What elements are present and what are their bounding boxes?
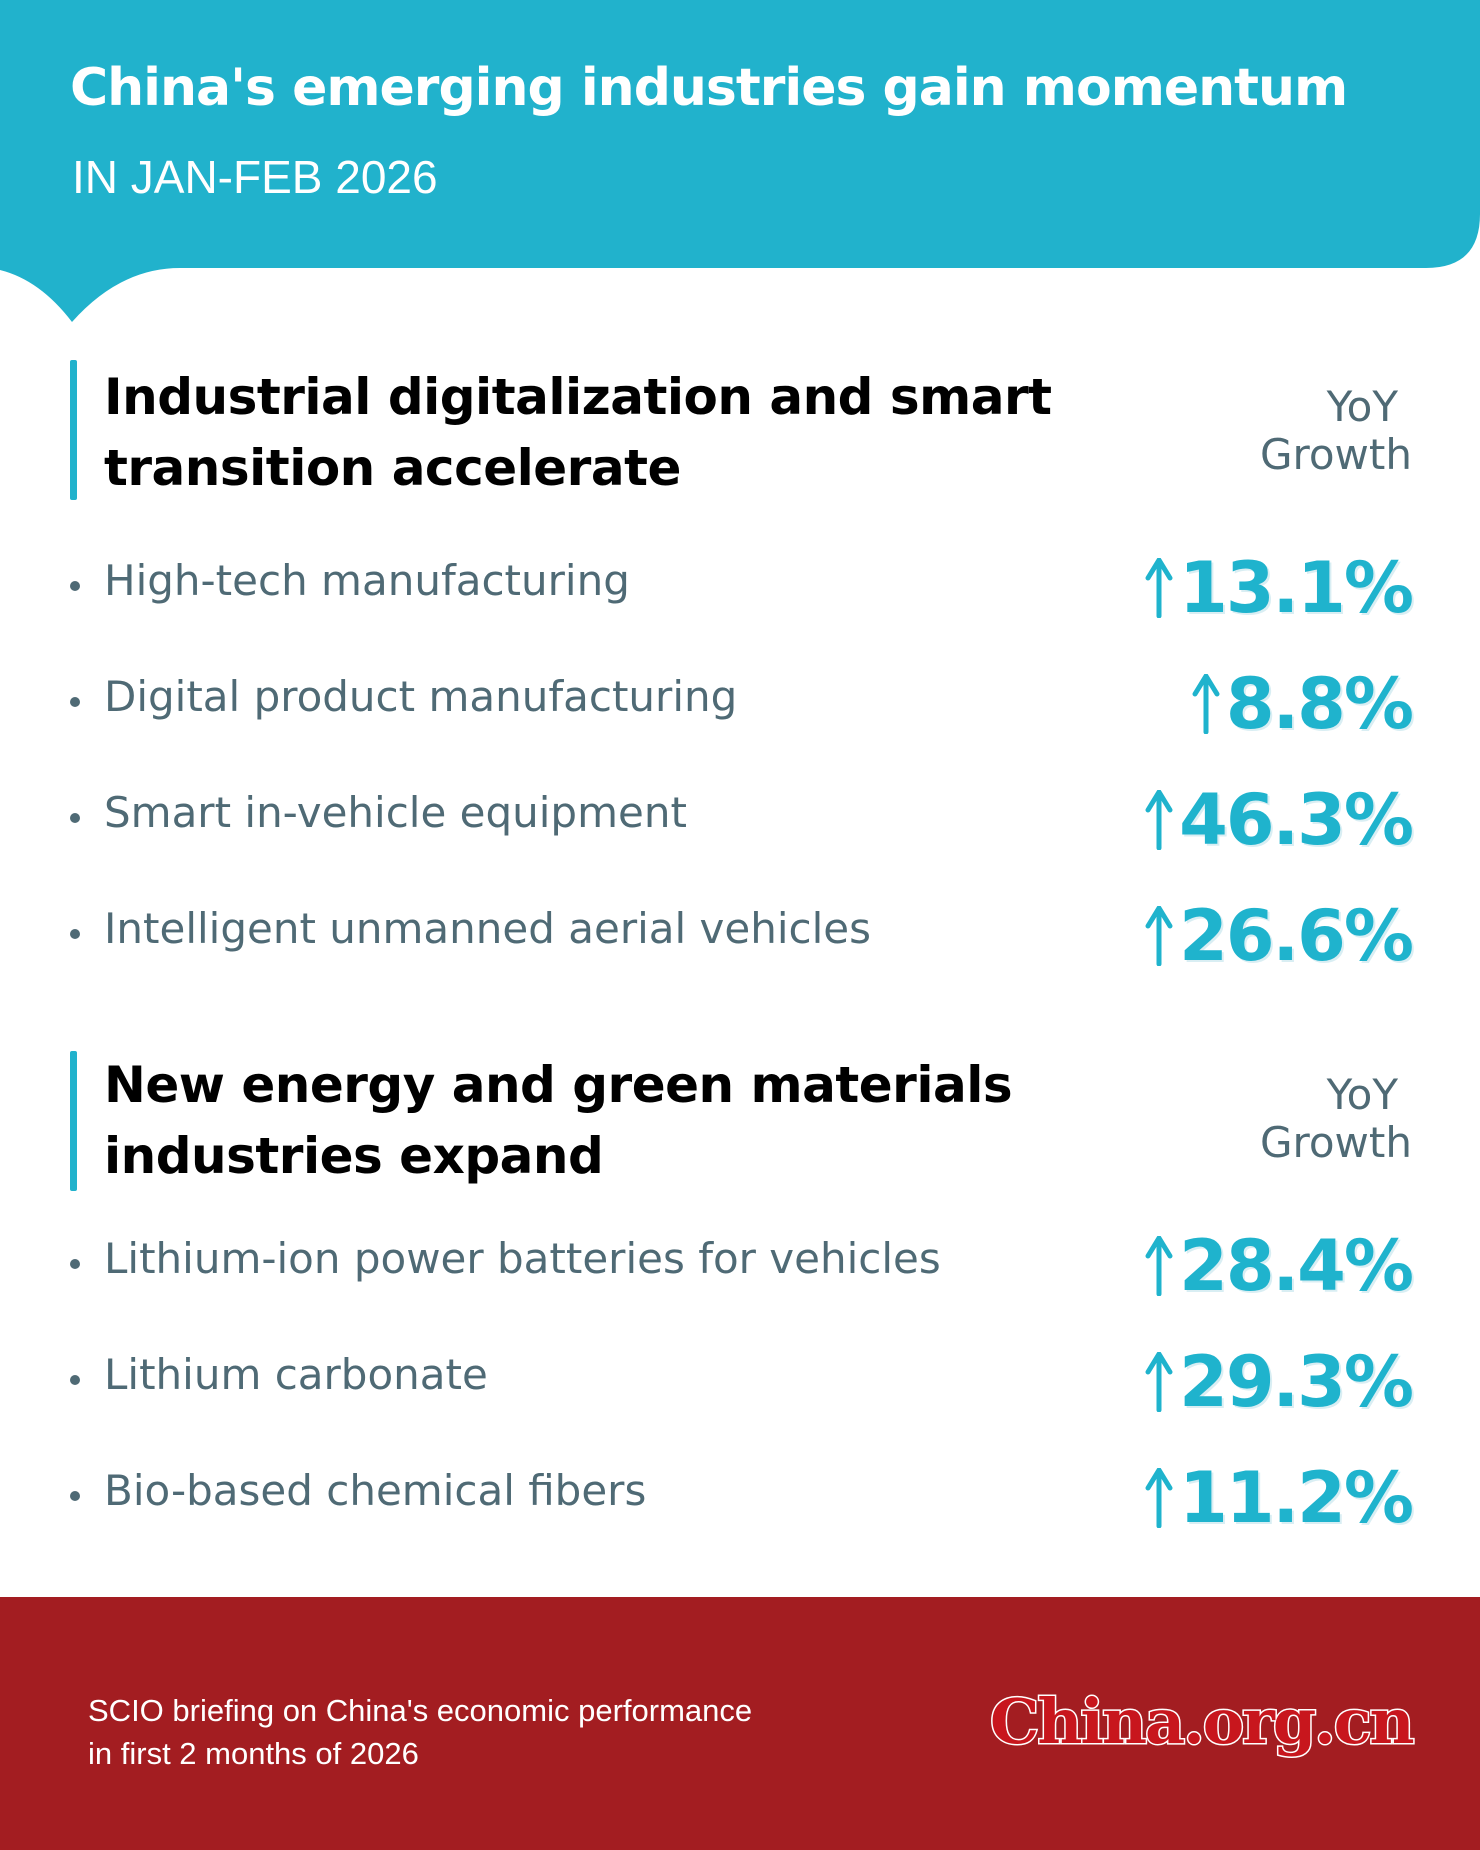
list-item: Bio-based chemical fibers 11.2% <box>70 1457 1414 1539</box>
item-label: High-tech manufacturing <box>104 556 630 605</box>
growth-value: 26.6% <box>1179 895 1414 977</box>
bullet-icon <box>70 813 80 823</box>
section-accent-bar <box>70 1051 77 1191</box>
up-arrow-icon <box>1145 1352 1173 1412</box>
column-header-line: Growth <box>1259 1118 1412 1167</box>
item-label: Lithium-ion power batteries for vehicles <box>104 1234 941 1283</box>
page-subtitle: IN JAN-FEB 2026 <box>72 151 438 203</box>
bullet-icon <box>70 1259 80 1269</box>
item-value-group: 8.8% <box>1192 663 1414 745</box>
bullet-icon <box>70 1375 80 1385</box>
section-accent-bar <box>70 360 77 500</box>
bullet-icon <box>70 581 80 591</box>
section-title-line: transition accelerate <box>104 439 681 497</box>
item-value-group: 46.3% <box>1145 779 1414 861</box>
up-arrow-icon <box>1145 790 1173 850</box>
section-title-line: industries expand <box>104 1127 604 1185</box>
source-line: SCIO briefing on China's economic perfor… <box>88 1693 753 1728</box>
item-value-group: 29.3% <box>1145 1341 1414 1423</box>
yoy-growth-header: YoY Growth <box>1192 383 1412 479</box>
item-label: Smart in-vehicle equipment <box>104 788 687 837</box>
item-value-group: 26.6% <box>1145 895 1414 977</box>
footer: SCIO briefing on China's economic perfor… <box>0 1597 1480 1850</box>
growth-value: 28.4% <box>1179 1225 1414 1307</box>
section-title-digitalization: Industrial digitalization and smart tran… <box>104 362 1052 504</box>
list-item: Intelligent unmanned aerial vehicles 26.… <box>70 895 1414 977</box>
column-header-line: YoY <box>1326 1070 1398 1119</box>
source-note: SCIO briefing on China's economic perfor… <box>88 1689 888 1775</box>
column-header-line: YoY <box>1326 382 1398 431</box>
list-item: High-tech manufacturing 13.1% <box>70 547 1414 629</box>
item-label: Intelligent unmanned aerial vehicles <box>104 904 871 953</box>
up-arrow-icon <box>1145 906 1173 966</box>
up-arrow-icon <box>1145 1236 1173 1296</box>
item-label: Digital product manufacturing <box>104 672 738 721</box>
list-item: Digital product manufacturing 8.8% <box>70 663 1414 745</box>
item-value-group: 11.2% <box>1145 1457 1414 1539</box>
header-banner <box>0 0 1480 322</box>
bullet-icon <box>70 697 80 707</box>
item-label: Bio-based chemical fibers <box>104 1466 647 1515</box>
yoy-growth-header: YoY Growth <box>1192 1071 1412 1167</box>
bullet-icon <box>70 929 80 939</box>
page-title: China's emerging industries gain momentu… <box>70 58 1348 118</box>
item-label: Lithium carbonate <box>104 1350 488 1399</box>
growth-value: 8.8% <box>1225 663 1414 745</box>
source-line: in first 2 months of 2026 <box>88 1736 419 1771</box>
list-item: Smart in-vehicle equipment 46.3% <box>70 779 1414 861</box>
list-item: Lithium-ion power batteries for vehicles… <box>70 1225 1414 1307</box>
growth-value: 29.3% <box>1179 1341 1414 1423</box>
section-title-line: New energy and green materials <box>104 1056 1013 1114</box>
section-title-line: Industrial digitalization and smart <box>104 368 1052 426</box>
item-value-group: 28.4% <box>1145 1225 1414 1307</box>
growth-value: 13.1% <box>1179 547 1414 629</box>
up-arrow-icon <box>1145 558 1173 618</box>
section-title-new-energy: New energy and green materials industrie… <box>104 1050 1013 1192</box>
bullet-icon <box>70 1491 80 1501</box>
china-org-logo: China.org.cn <box>989 1684 1417 1760</box>
growth-value: 46.3% <box>1179 779 1414 861</box>
item-value-group: 13.1% <box>1145 547 1414 629</box>
growth-value: 11.2% <box>1179 1457 1414 1539</box>
up-arrow-icon <box>1145 1468 1173 1528</box>
list-item: Lithium carbonate 29.3% <box>70 1341 1414 1423</box>
up-arrow-icon <box>1192 674 1220 734</box>
column-header-line: Growth <box>1259 430 1412 479</box>
